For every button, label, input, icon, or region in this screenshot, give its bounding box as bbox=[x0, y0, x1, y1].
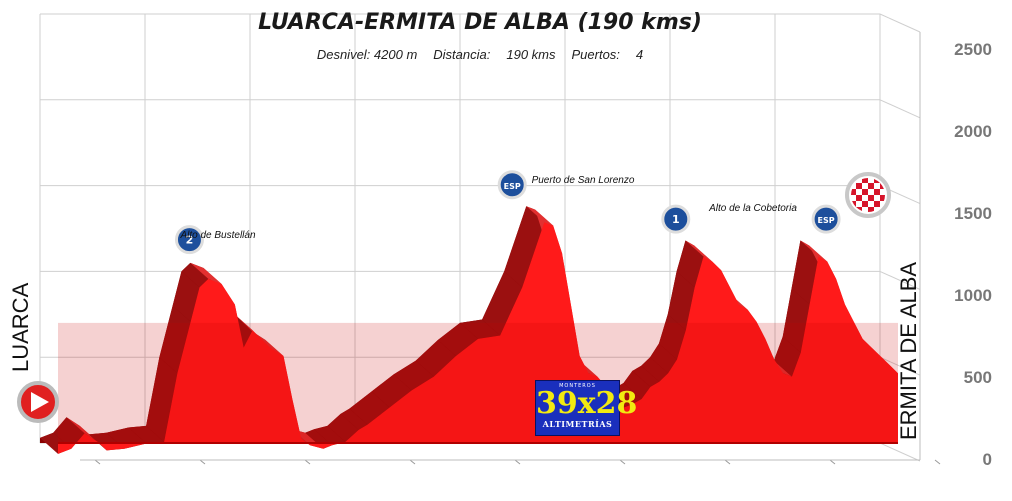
profile-wall-segment bbox=[504, 206, 545, 288]
x-tick-mark bbox=[409, 459, 416, 465]
profile-wall-segment bbox=[460, 319, 501, 339]
profile-wall-segment bbox=[773, 336, 801, 377]
finish-check-square bbox=[851, 189, 856, 195]
profile-wall-segment bbox=[791, 240, 819, 305]
profile-wall-segment bbox=[415, 340, 456, 377]
profile-wall-segment bbox=[482, 271, 523, 336]
y-tick-2500: 2500 bbox=[954, 40, 992, 59]
profile-wall-segment bbox=[782, 288, 810, 353]
profile-wall-segment bbox=[393, 360, 434, 391]
puertos-label: Puertos: bbox=[571, 47, 620, 62]
climb-category-label: 2 bbox=[186, 234, 194, 247]
x-tick-mark bbox=[934, 459, 941, 465]
grid-line-side bbox=[879, 270, 921, 290]
chart-title: LUARCA-ERMITA DE ALBA (190 kms) bbox=[258, 10, 702, 35]
finish-check-square bbox=[868, 195, 874, 201]
profile-wall-segment bbox=[349, 391, 390, 425]
finish-check-square bbox=[874, 189, 880, 195]
grid-line-side bbox=[879, 356, 921, 376]
profile-wall-segment bbox=[658, 314, 686, 360]
profile-wall-segment bbox=[146, 357, 178, 442]
profile-wall-segment bbox=[437, 322, 478, 357]
y-tick-1500: 1500 bbox=[954, 204, 992, 223]
profile-wall-segment bbox=[676, 240, 704, 288]
profile-wall-segment bbox=[340, 408, 368, 430]
finish-check-square bbox=[868, 183, 874, 189]
x-tick-mark bbox=[829, 459, 836, 465]
climb-category-label: 1 bbox=[672, 213, 680, 226]
profile-wall-segment bbox=[667, 271, 695, 331]
profile-wall-segment bbox=[181, 262, 209, 288]
climb-category-label: ESP bbox=[818, 216, 835, 225]
profile-wall-segment bbox=[371, 374, 412, 408]
profile-front bbox=[58, 222, 898, 454]
finish-check-square bbox=[874, 201, 880, 207]
profile-wall-segment bbox=[159, 305, 191, 374]
profile-wall-segment bbox=[641, 357, 669, 382]
finish-check-square bbox=[868, 207, 874, 212]
grid-line-side bbox=[879, 99, 921, 119]
finish-check-square bbox=[880, 195, 885, 201]
logo-main-text: 39x28 bbox=[536, 386, 638, 421]
profile-wall-segment bbox=[128, 425, 165, 444]
climb-marker-icon bbox=[174, 225, 204, 255]
climb-label-cobetoria: Alto de la Cobetoria bbox=[709, 203, 797, 214]
climb-category-label: ESP bbox=[504, 182, 521, 191]
profile-wall-segment bbox=[327, 413, 359, 442]
start-arrow-icon bbox=[31, 392, 49, 412]
profile-band bbox=[58, 322, 898, 443]
profile-wall-segment bbox=[632, 365, 660, 387]
finish-check-square bbox=[862, 178, 868, 183]
x-tick-mark bbox=[619, 459, 626, 465]
profile-wall-segment bbox=[53, 417, 85, 449]
grid-line-side bbox=[879, 13, 921, 33]
finish-check-square bbox=[856, 195, 862, 201]
grid-line-side bbox=[879, 442, 921, 462]
x-tick-mark bbox=[724, 459, 731, 465]
profile-wall-segment bbox=[66, 417, 98, 442]
climb-marker-icon bbox=[497, 170, 527, 200]
x-tick-mark bbox=[514, 459, 521, 465]
puertos-value: 4 bbox=[635, 47, 644, 62]
y-tick-0: 0 bbox=[982, 450, 992, 469]
y-tick-500: 500 bbox=[963, 368, 992, 387]
profile-wall-segment bbox=[172, 271, 200, 322]
chart-subtitle: Desnivel: 4200 m Distancia: 190 kms Puertos… bbox=[180, 47, 780, 62]
distancia-value: 190 kms bbox=[506, 47, 556, 62]
finish-check-square bbox=[856, 183, 862, 189]
logo-bottom-text: ALTIMETRÍAS bbox=[542, 419, 613, 429]
altimetrias-logo: MONTEROS 39x28 ALTIMETRÍAS bbox=[535, 380, 638, 436]
x-tick-mark bbox=[199, 459, 206, 465]
distancia-label: Distancia: bbox=[433, 47, 491, 62]
climb-label-bustellan: Alto de Bustellán bbox=[180, 230, 256, 241]
finish-check-square bbox=[862, 201, 868, 207]
profile-wall-segment bbox=[623, 370, 651, 399]
finish-check-square bbox=[862, 189, 868, 195]
climb-label-san-lorenzo: Puerto de San Lorenzo bbox=[531, 175, 635, 186]
y-tick-2000: 2000 bbox=[954, 122, 992, 141]
profile-wall-segment bbox=[314, 425, 346, 446]
desnivel-text: Desnivel: 4200 m bbox=[316, 47, 418, 62]
y-tick-1000: 1000 bbox=[954, 286, 992, 305]
climb-marker-icon bbox=[661, 204, 691, 234]
climb-marker-icon bbox=[811, 204, 841, 234]
x-tick-mark bbox=[94, 459, 101, 465]
x-tick-mark bbox=[304, 459, 311, 465]
logo-top-text: MONTEROS bbox=[559, 383, 596, 389]
finish-town-label: ERMITA DE ALBA bbox=[896, 261, 921, 440]
start-town-label: LUARCA bbox=[8, 282, 33, 372]
profile-wall-segment bbox=[650, 343, 677, 374]
profile-wall-segment bbox=[614, 382, 642, 405]
